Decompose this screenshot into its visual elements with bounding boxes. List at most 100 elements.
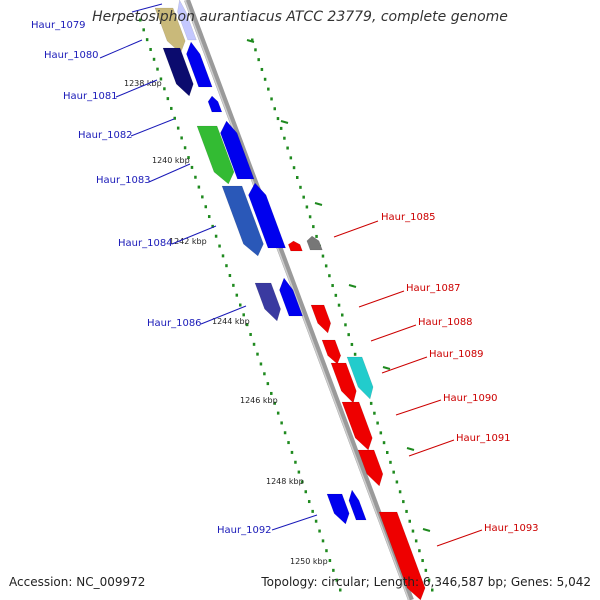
inner-tick-dot [263,372,266,376]
genes[interactable] [154,0,426,600]
outer-tick-dot [289,156,293,160]
inner-tick-dot [204,205,208,209]
inner-tick-dot [163,87,166,91]
outer-major-tick [246,39,255,43]
outer-major-tick [422,528,431,532]
inner-tick-dot [176,126,180,130]
gene-haur-1083-segment [196,125,235,185]
gene-haur-1084 [248,182,286,249]
gene-haur-1087 [310,304,331,334]
gene-label-reverse[interactable]: Haur_1091 [456,433,511,444]
inner-tick-dot [259,362,263,366]
outer-tick-dot [302,195,305,199]
gene-label-forward[interactable]: Haur_1092 [217,525,272,536]
inner-tick-dot [235,293,239,297]
leader-line-reverse [436,529,483,547]
outer-tick-dot [402,500,405,504]
inner-tick-dot [194,175,197,179]
tick-label: 1244 kbp [212,317,250,326]
leader-line-forward [200,305,247,325]
gene-haur-1082 [207,95,223,113]
gene-label-forward[interactable]: Haur_1084 [118,238,173,249]
inner-tick-dot [145,38,149,42]
outer-major-tick [314,202,323,206]
inner-tick-dot [280,421,283,425]
outer-tick-dot [408,519,411,523]
outer-tick-dot [431,588,434,592]
backbone [184,0,414,600]
gene-haur-1089 [346,356,374,400]
inner-tick-dot [297,470,301,474]
outer-tick-dot [418,549,421,553]
tick-label: 1246 kbp [240,396,278,405]
leader-line-forward [131,3,163,13]
inner-tick-dot [232,283,235,287]
inner-tick-dot [304,490,308,494]
gene-label-reverse[interactable]: Haur_1088 [418,317,473,328]
gene-label-forward[interactable]: Haur_1080 [44,50,99,61]
inner-tick-dot [301,480,304,484]
outer-tick-dot [369,401,373,405]
gene-haur-1079 [177,0,197,41]
inner-tick-dot [311,509,314,513]
gene-label-forward[interactable]: Haur_1083 [96,175,151,186]
outer-tick-dot [421,559,424,563]
gene-haur-1093 [378,511,426,600]
gene-label-reverse[interactable]: Haur_1089 [429,349,484,360]
outer-tick-dot [305,205,309,209]
inner-tick-dot [214,234,218,238]
outer-tick-dot [414,539,418,543]
gene-label-forward[interactable]: Haur_1086 [147,318,202,329]
inner-tick-dot [180,136,183,140]
inner-tick-dot [218,244,221,248]
leader-line-forward [115,79,158,98]
leader-line-reverse [381,356,428,374]
outer-tick-dot [276,117,280,121]
outer-tick-dot [373,411,376,415]
leader-line-forward [130,118,175,137]
inner-tick-dot [201,195,204,199]
leader-line-reverse [358,290,405,308]
inner-tick-dot [170,106,173,110]
leader-line-reverse [370,324,417,342]
leader-line-reverse [408,439,455,457]
leader-line-forward [148,163,191,183]
outer-tick-dot [273,107,276,111]
gene-label-forward[interactable]: Haur_1081 [63,91,118,102]
outer-major-tick [280,120,289,124]
outer-tick-dot [279,126,283,130]
outer-tick-dot [353,352,357,356]
inner-tick-dot [173,116,176,120]
outer-tick-dot [286,146,289,150]
inner-tick-dot [283,431,287,435]
outer-tick-dot [308,215,312,219]
backbone-highlight [184,0,410,600]
tick-labels: 1238 kbp 1240 kbp 1242 kbp 1244 kbp 1246 kbp… [124,79,328,566]
outer-tick-dot [334,293,338,297]
outer-tick-dot [260,67,264,71]
outer-tick-dot [283,136,286,140]
outer-tick-dot [386,451,389,454]
outer-tick-dot [344,323,347,327]
inner-tick-dot [266,382,270,386]
gene-label-reverse[interactable]: Haur_1093 [484,523,539,534]
gene-label-reverse[interactable]: Haur_1090 [443,393,498,404]
gene-label-reverse[interactable]: Haur_1087 [406,283,461,294]
inner-tick-dot [190,165,194,169]
gene-label-forward[interactable]: Haur_1082 [78,130,133,141]
inner-tick-dot [335,578,339,582]
inner-tick-dot [256,352,259,356]
outer-tick-dot [392,470,395,474]
outer-tick-dot [427,578,431,582]
backbone-line [184,0,414,600]
inner-tick-dot [273,401,276,405]
inner-tick-dot [290,450,294,454]
inner-tick-dot [166,97,170,101]
gene-label-forward[interactable]: Haur_1079 [31,20,86,31]
outer-tick-dot [299,185,302,189]
inner-tick-dot [221,254,225,258]
gene-label-reverse[interactable]: Haur_1085 [381,212,436,223]
gene-labels[interactable]: Haur_1079 Haur_1080 Haur_1081 Haur_1082 Haur… [31,3,539,547]
